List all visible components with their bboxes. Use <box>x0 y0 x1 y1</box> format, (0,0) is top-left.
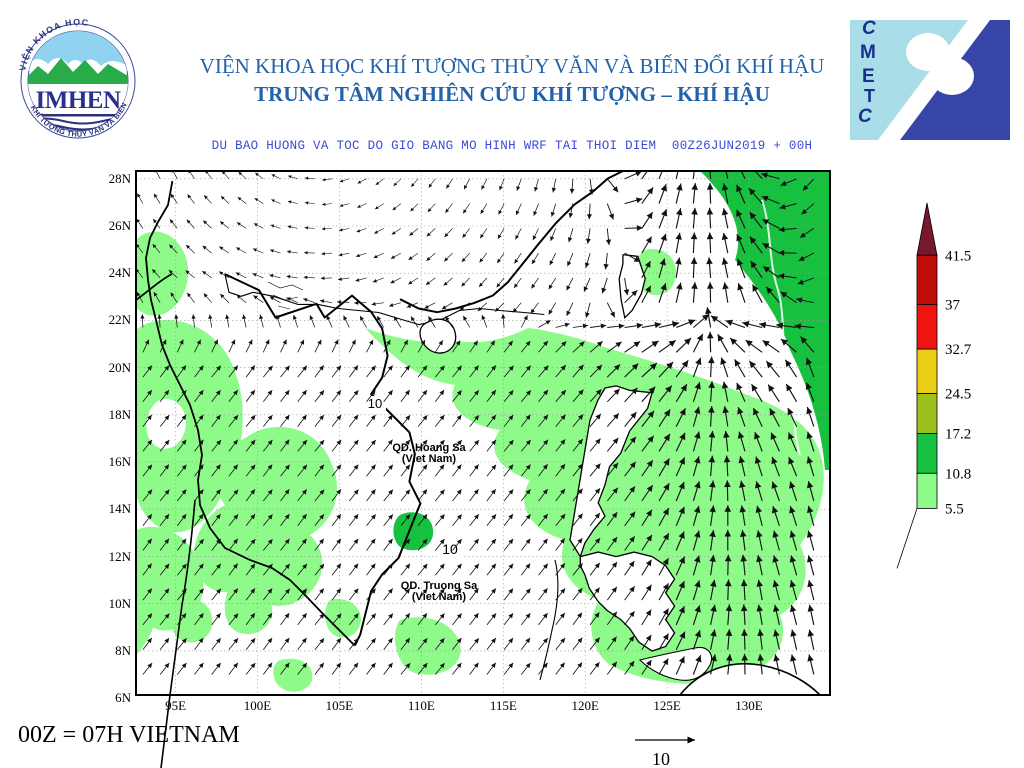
svg-text:10: 10 <box>442 541 458 557</box>
svg-text:17.2: 17.2 <box>945 426 971 442</box>
svg-text:(Viet Nam): (Viet Nam) <box>402 453 457 465</box>
svg-text:41.5: 41.5 <box>945 248 971 264</box>
svg-text:10: 10 <box>368 396 382 411</box>
svg-text:24.5: 24.5 <box>945 387 971 403</box>
svg-text:32.7: 32.7 <box>945 342 972 358</box>
svg-text:10: 10 <box>652 749 670 768</box>
svg-text:10.8: 10.8 <box>945 466 971 482</box>
svg-text:5.5: 5.5 <box>945 501 964 517</box>
svg-text:37: 37 <box>945 298 961 314</box>
